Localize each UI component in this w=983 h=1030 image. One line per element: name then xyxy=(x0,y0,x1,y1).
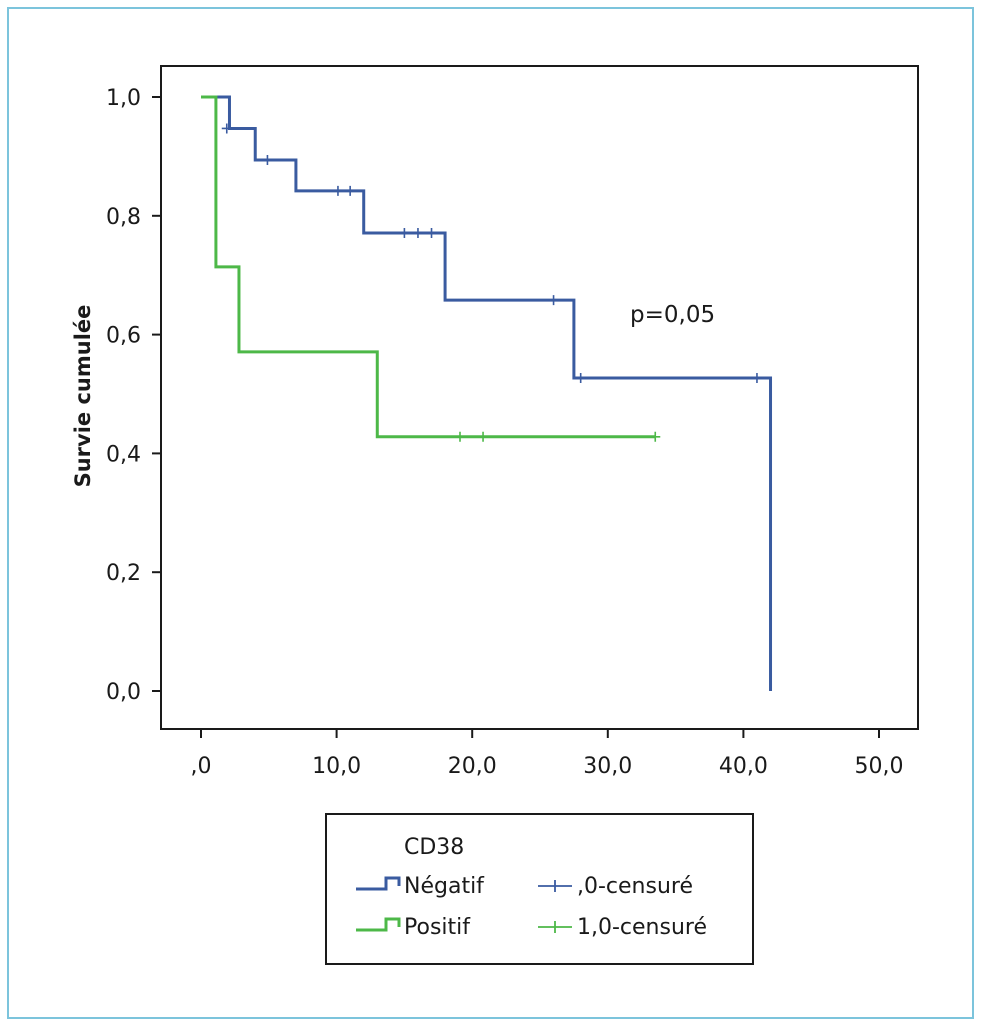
legend-box xyxy=(325,813,754,965)
censor-mark xyxy=(478,431,489,442)
censor-mark xyxy=(332,185,343,196)
censor-mark xyxy=(399,228,410,239)
x-tick-label: 50,0 xyxy=(855,754,904,779)
legend-label: 1,0-censuré xyxy=(577,915,707,940)
legend-line-swatch xyxy=(356,917,401,932)
legend-label: Négatif xyxy=(404,874,485,899)
censor-mark xyxy=(548,295,559,306)
legend-title: CD38 xyxy=(404,835,464,860)
y-tick-label: 1,0 xyxy=(106,86,141,111)
y-tick-label: 0,4 xyxy=(106,442,141,467)
censor-mark xyxy=(262,154,273,165)
plot-area xyxy=(160,65,919,730)
x-axis: ,0 10,0 20,0 30,0 40,0 50,0 xyxy=(191,729,904,779)
censor-mark xyxy=(221,123,232,134)
x-tick-label: 10,0 xyxy=(312,754,361,779)
censor-mark xyxy=(426,228,437,239)
legend-line-swatch xyxy=(356,876,401,891)
y-axis-label: Survie cumulée xyxy=(71,305,95,488)
legend-items: Négatif ,0-censuré Positif 1,0-censuré xyxy=(356,874,707,940)
figure-frame xyxy=(7,7,974,1019)
x-tick-label: 40,0 xyxy=(719,754,768,779)
survival-curve-positif xyxy=(201,95,656,439)
censor-mark xyxy=(454,431,465,442)
legend-censor-swatch xyxy=(538,921,572,933)
legend-censor-swatch xyxy=(538,880,572,892)
y-tick-label: 0,2 xyxy=(106,561,141,586)
x-tick-label: 30,0 xyxy=(583,754,632,779)
legend: CD38 Négatif ,0-censuré Positif 1,0-censuré xyxy=(325,813,754,965)
y-tick-label: 0,8 xyxy=(106,205,141,230)
censor-mark xyxy=(345,185,356,196)
censor-mark xyxy=(412,228,423,239)
y-tick-label: 0,0 xyxy=(106,680,141,705)
p-value-annotation: p=0,05 xyxy=(630,302,715,328)
censor-mark xyxy=(575,372,586,383)
censor-mark xyxy=(650,431,661,442)
x-tick-label: ,0 xyxy=(191,754,212,779)
survival-curve-negatif xyxy=(205,95,773,691)
legend-label: ,0-censuré xyxy=(577,874,693,899)
y-axis: 0,0 0,2 0,4 0,6 0,8 1,0 xyxy=(106,86,161,705)
y-tick-label: 0,6 xyxy=(106,324,141,349)
legend-label: Positif xyxy=(404,915,471,940)
series-layer xyxy=(201,95,773,691)
censor-mark xyxy=(751,372,762,383)
x-tick-label: 20,0 xyxy=(448,754,497,779)
